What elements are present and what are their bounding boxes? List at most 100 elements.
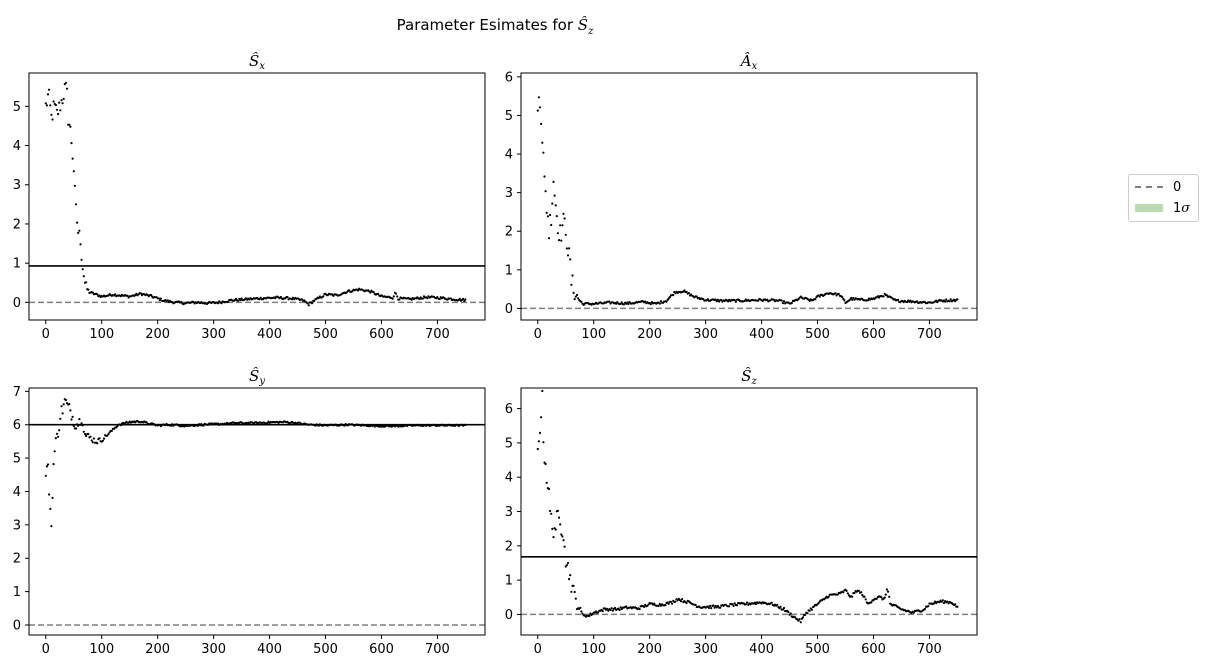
x-tick-label: 200 [637, 642, 662, 657]
data-point [81, 268, 84, 271]
y-tick-label: 1 [505, 263, 513, 278]
data-point [570, 283, 573, 286]
data-point [157, 297, 160, 300]
data-point [65, 87, 69, 90]
data-point [884, 593, 887, 596]
data-point [126, 294, 129, 297]
data-point [45, 465, 49, 468]
data-point [679, 600, 683, 603]
data-point [565, 564, 569, 567]
data-point [827, 595, 830, 598]
x-tick-label: 300 [201, 327, 226, 342]
y-tick-label: 0 [13, 296, 21, 311]
data-point [74, 203, 78, 206]
data-point [306, 302, 309, 305]
data-point [888, 595, 891, 598]
data-point [735, 604, 739, 607]
data-point [464, 298, 467, 301]
figure-title-math: Ŝz [577, 16, 594, 37]
data-point [625, 605, 628, 608]
data-point [396, 295, 399, 298]
data-point [710, 607, 713, 610]
data-point [846, 592, 849, 595]
data-point [57, 112, 60, 116]
data-point [571, 274, 574, 277]
data-point [72, 170, 75, 173]
data-point [372, 291, 375, 294]
data-point [782, 300, 786, 303]
y-tick-label: 1 [13, 257, 21, 272]
data-point [64, 398, 67, 402]
data-point [954, 603, 957, 606]
y-tick-label: 0 [505, 608, 513, 623]
data-point [96, 293, 99, 296]
data-point [561, 224, 564, 227]
data-point [667, 602, 670, 606]
data-point [57, 435, 60, 438]
data-point [569, 574, 572, 577]
data-point [377, 292, 380, 295]
x-tick-label: 400 [257, 327, 282, 342]
data-point [574, 597, 577, 600]
data-point [550, 223, 553, 227]
data-point [948, 300, 951, 303]
data-point [664, 604, 667, 607]
data-point [54, 437, 58, 440]
data-point [562, 539, 565, 542]
data-point [933, 600, 937, 603]
data-point [82, 275, 85, 278]
subplot-title: Ŝz [741, 367, 757, 387]
data-point [883, 596, 886, 599]
data-point [391, 297, 394, 300]
data-point [932, 602, 936, 605]
data-point [842, 591, 845, 594]
data-point [421, 297, 424, 300]
data-point [541, 389, 544, 393]
data-point [843, 299, 846, 302]
data-point [588, 614, 591, 618]
data-point [573, 298, 576, 301]
data-point [166, 299, 169, 302]
data-point [956, 298, 959, 301]
data-point [68, 402, 71, 406]
data-point [572, 291, 575, 294]
data-point [259, 296, 262, 299]
x-tick-label: 0 [42, 642, 50, 657]
data-point [69, 125, 72, 128]
data-point [566, 254, 570, 257]
data-point [557, 516, 561, 519]
x-tick-label: 100 [581, 327, 606, 342]
data-point [580, 300, 583, 303]
data-point [716, 298, 720, 301]
data-point [537, 96, 541, 99]
data-point [462, 297, 465, 300]
data-point [787, 611, 790, 614]
data-point [410, 298, 413, 301]
data-point [779, 605, 782, 608]
y-tick-label: 2 [13, 217, 21, 232]
data-point [543, 175, 546, 178]
data-point [286, 296, 289, 299]
data-point [51, 496, 54, 499]
data-point [300, 298, 304, 301]
data-point [541, 141, 544, 144]
y-tick-label: 3 [13, 178, 21, 193]
data-point [685, 290, 688, 293]
data-point [61, 102, 64, 105]
y-tick-label: 2 [13, 552, 21, 567]
data-point [52, 463, 55, 466]
x-tick-label: 600 [861, 642, 886, 657]
x-tick-label: 200 [145, 327, 170, 342]
data-point [681, 598, 684, 601]
data-point [307, 304, 310, 307]
data-point [78, 418, 81, 421]
data-point [159, 297, 163, 300]
x-tick-label: 600 [861, 327, 886, 342]
data-point [540, 122, 543, 125]
data-point [834, 292, 837, 295]
data-point [745, 601, 749, 604]
y-tick-label: 1 [13, 585, 21, 600]
data-point [59, 417, 62, 420]
data-point [790, 301, 793, 305]
x-tick-label: 300 [693, 642, 718, 657]
